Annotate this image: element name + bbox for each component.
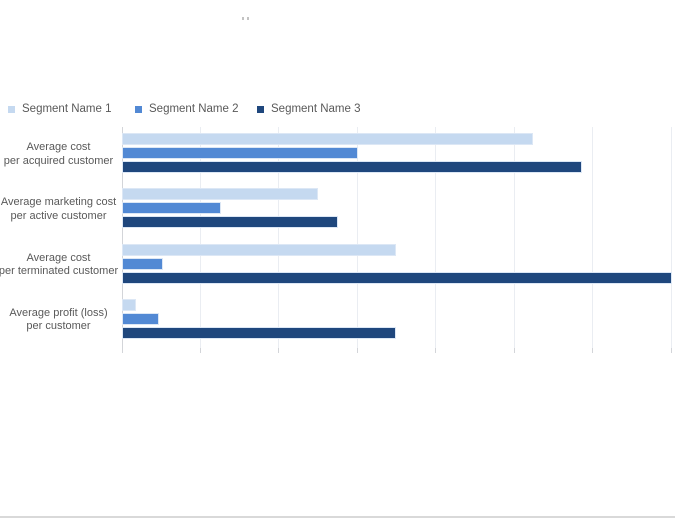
value-gridline	[435, 127, 436, 348]
category-label-line: per acquired customer	[3, 154, 114, 167]
category-label: Average marketing cost per active custome…	[0, 182, 117, 237]
category-label-line: per customer	[26, 320, 91, 333]
category-label-line: Average cost	[26, 251, 91, 264]
legend-marker-icon	[8, 105, 15, 113]
legend-item-2[interactable]: Segment Name 2	[135, 101, 239, 117]
bar-series-3-category-2[interactable]	[122, 216, 339, 229]
bar-series-3-category-3[interactable]	[122, 271, 672, 284]
value-axis-tick	[435, 348, 436, 353]
title-artifact-dot	[247, 17, 249, 20]
category-label-line: per terminated customer	[0, 265, 119, 278]
category-band	[122, 182, 672, 237]
value-axis-tick	[200, 348, 201, 353]
category-label: Average profit (loss) per customer	[0, 293, 117, 348]
legend-item-3[interactable]: Segment Name 3	[257, 101, 361, 117]
category-label-line: Average marketing cost	[0, 196, 117, 209]
value-axis-tick	[671, 348, 672, 353]
bar-series-1-category-2[interactable]	[122, 188, 319, 201]
bar-series-2-category-1[interactable]	[122, 147, 358, 159]
category-label: Average cost per acquired customer	[0, 127, 117, 182]
category-band	[122, 293, 672, 348]
legend-item-1[interactable]: Segment Name 1	[8, 101, 112, 117]
bar-series-1-category-3[interactable]	[122, 243, 397, 256]
value-gridline	[278, 127, 279, 348]
category-axis-line	[122, 127, 123, 348]
value-axis-tick	[122, 348, 123, 353]
value-axis-tick	[592, 348, 593, 353]
page-bottom-border	[0, 516, 675, 518]
bar-series-2-category-3[interactable]	[122, 257, 163, 270]
category-band	[122, 238, 672, 293]
legend-marker-icon	[257, 105, 264, 113]
bars-layer	[122, 127, 672, 348]
legend-label: Segment Name 2	[149, 103, 239, 115]
plot-area	[122, 127, 672, 353]
legend: Segment Name 1 Segment Name 2 Segment Name…	[0, 101, 675, 117]
bar-series-2-category-2[interactable]	[122, 202, 221, 215]
category-label: Average cost per terminated customer	[0, 238, 119, 293]
legend-marker-icon	[135, 105, 142, 113]
chart-title-placeholder	[242, 17, 249, 20]
category-band	[122, 127, 672, 182]
bar-series-1-category-4[interactable]	[122, 298, 137, 311]
bar-series-2-category-4[interactable]	[122, 312, 159, 325]
value-axis-tick	[357, 348, 358, 353]
category-label-line: Average profit (loss)	[9, 306, 108, 319]
title-artifact-dot	[242, 17, 244, 20]
value-axis-tick	[514, 348, 515, 353]
legend-label: Segment Name 1	[22, 103, 112, 115]
value-gridline	[592, 127, 593, 348]
bar-series-3-category-1[interactable]	[122, 161, 582, 173]
category-label-line: Average cost	[26, 141, 91, 154]
value-gridline	[357, 127, 358, 348]
value-gridline	[200, 127, 201, 348]
value-axis-tick	[278, 348, 279, 353]
bar-series-3-category-4[interactable]	[122, 326, 397, 339]
legend-label: Segment Name 3	[271, 103, 361, 115]
value-gridline	[514, 127, 515, 348]
bar-series-1-category-1[interactable]	[122, 133, 533, 145]
category-label-line: per active customer	[10, 209, 107, 222]
value-gridline	[671, 127, 672, 348]
category-axis-labels: Average cost per acquired customer Average…	[0, 127, 119, 348]
